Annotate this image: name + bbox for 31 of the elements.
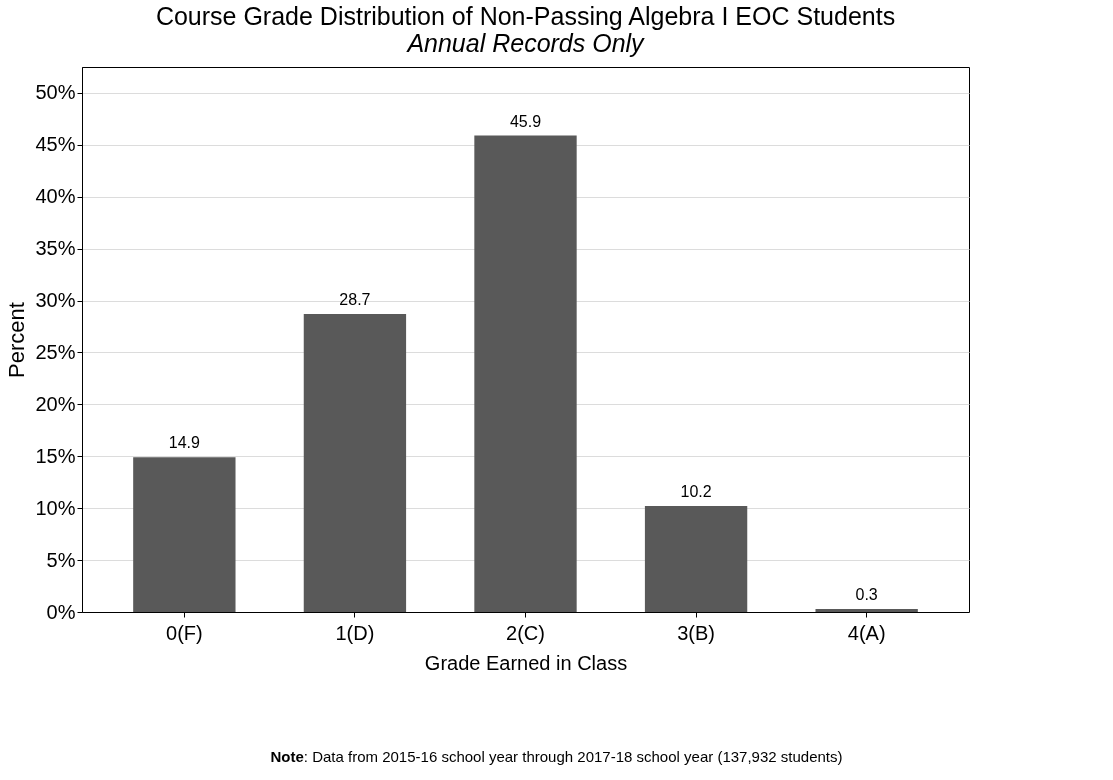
y-tick-label: 15%: [35, 444, 76, 467]
x-tick-label: 1(D): [335, 621, 375, 644]
x-tick-label: 4(A): [847, 621, 886, 644]
x-tick-label: 3(B): [677, 621, 715, 644]
bar: [303, 314, 407, 612]
y-tick-label: 50%: [35, 81, 76, 104]
bar: [644, 506, 748, 612]
y-tick-label: 5%: [46, 548, 76, 571]
y-tick-label: 0%: [46, 600, 76, 623]
data-label: 14.9: [168, 434, 201, 452]
bar: [133, 457, 236, 612]
text: Note: Data from 2015-16 school year through 2017-18 school year (137,932 students): [269, 748, 844, 765]
chart-subtitle: Annual Records Only: [405, 29, 646, 57]
y-tick-label: 35%: [35, 237, 76, 260]
data-label: 10.2: [680, 483, 712, 501]
y-tick-label: 10%: [35, 496, 76, 519]
y-tick-label: 30%: [35, 289, 76, 312]
data-label: 0.3: [855, 585, 878, 603]
x-axis-title: Grade Earned in Class: [424, 651, 628, 674]
y-tick-label: 25%: [35, 340, 76, 363]
bar: [474, 135, 577, 612]
y-axis-title: Percent: [4, 302, 30, 378]
chart-title: Course Grade Distribution of Non-Passing Algebra I EOC Students: [155, 2, 896, 30]
x-tick-label: 0(F): [166, 621, 203, 644]
y-tick-label: 45%: [35, 133, 76, 156]
data-label: 28.7: [339, 291, 371, 309]
y-tick-label: 40%: [35, 185, 76, 208]
y-tick-label: 20%: [35, 392, 76, 415]
bar: [815, 608, 918, 612]
x-tick-label: 2(C): [506, 621, 545, 644]
data-label: 45.9: [509, 112, 542, 130]
